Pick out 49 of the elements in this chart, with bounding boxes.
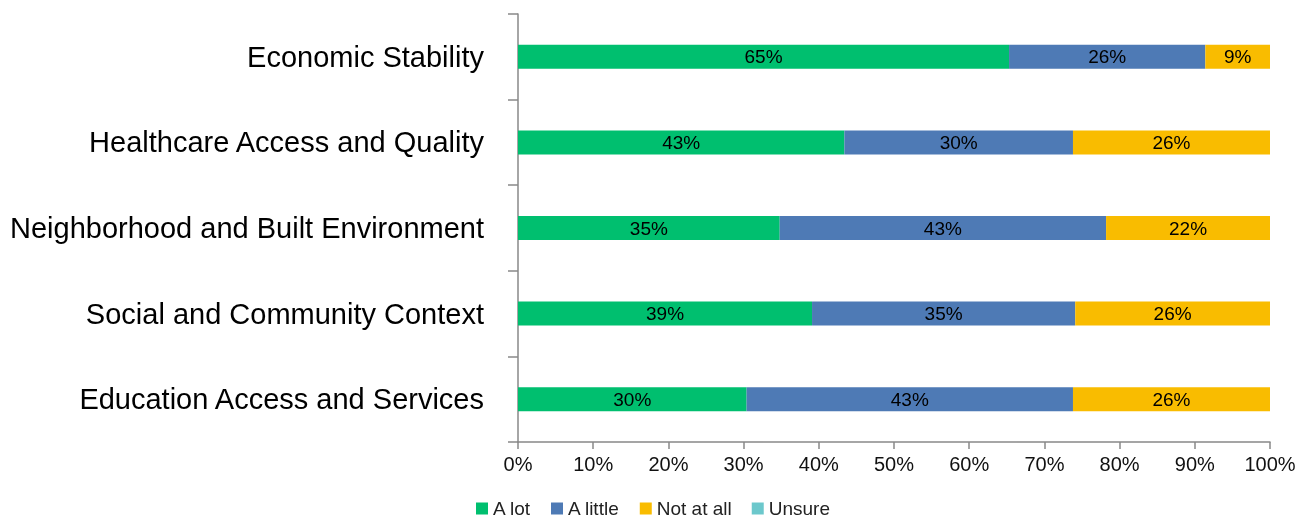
x-tick-label: 60% xyxy=(949,453,990,475)
data-label: 35% xyxy=(629,217,668,239)
bar xyxy=(518,130,845,155)
bar xyxy=(1009,44,1206,69)
data-label: 26% xyxy=(1153,303,1192,325)
bar xyxy=(518,387,747,412)
x-tick-label: 30% xyxy=(723,453,764,475)
data-label: 30% xyxy=(613,388,652,410)
x-tick-label: 70% xyxy=(1024,453,1065,475)
x-tick-label: 10% xyxy=(573,453,614,475)
bar xyxy=(746,387,1073,412)
bar xyxy=(1075,301,1270,326)
y-tick-label: Healthcare Access and Quality xyxy=(89,126,485,159)
data-label: 43% xyxy=(923,217,962,239)
data-label: 65% xyxy=(744,46,783,68)
data-label: 39% xyxy=(646,303,685,325)
bar xyxy=(518,301,813,326)
x-tick-label: 100% xyxy=(1244,453,1296,475)
x-tick-label: 0% xyxy=(503,453,533,475)
legend-label: Not at all xyxy=(656,498,732,519)
x-tick-label: 50% xyxy=(873,453,915,475)
bar xyxy=(518,216,780,240)
y-tick-label: Neighborhood and Built Environment xyxy=(10,212,484,244)
legend-label: A little xyxy=(568,498,619,519)
bar xyxy=(844,130,1073,155)
bar xyxy=(1106,216,1270,240)
data-label: 43% xyxy=(662,131,701,153)
bar xyxy=(1072,387,1270,412)
data-label: 22% xyxy=(1169,217,1208,239)
data-label: 35% xyxy=(924,303,963,325)
y-tick-label: Economic Stability xyxy=(247,40,485,73)
bar xyxy=(518,44,1010,69)
data-label: 43% xyxy=(890,388,929,410)
y-tick-label: Education Access and Services xyxy=(79,383,484,416)
legend-label: Unsure xyxy=(768,498,830,519)
bar xyxy=(812,301,1076,326)
data-label: 9% xyxy=(1223,46,1252,68)
data-label: 26% xyxy=(1088,46,1127,68)
x-tick-label: 80% xyxy=(1099,453,1140,475)
x-tick-label: 90% xyxy=(1174,453,1216,475)
legend-label: A lot xyxy=(493,498,531,519)
x-tick-label: 20% xyxy=(648,453,689,475)
data-label: 26% xyxy=(1152,131,1191,153)
y-tick-label: Social and Community Context xyxy=(85,297,484,330)
bar xyxy=(779,216,1107,240)
bar xyxy=(1072,130,1270,155)
x-tick-label: 40% xyxy=(798,453,840,475)
data-label: 26% xyxy=(1152,388,1191,410)
data-label: 30% xyxy=(939,131,978,153)
